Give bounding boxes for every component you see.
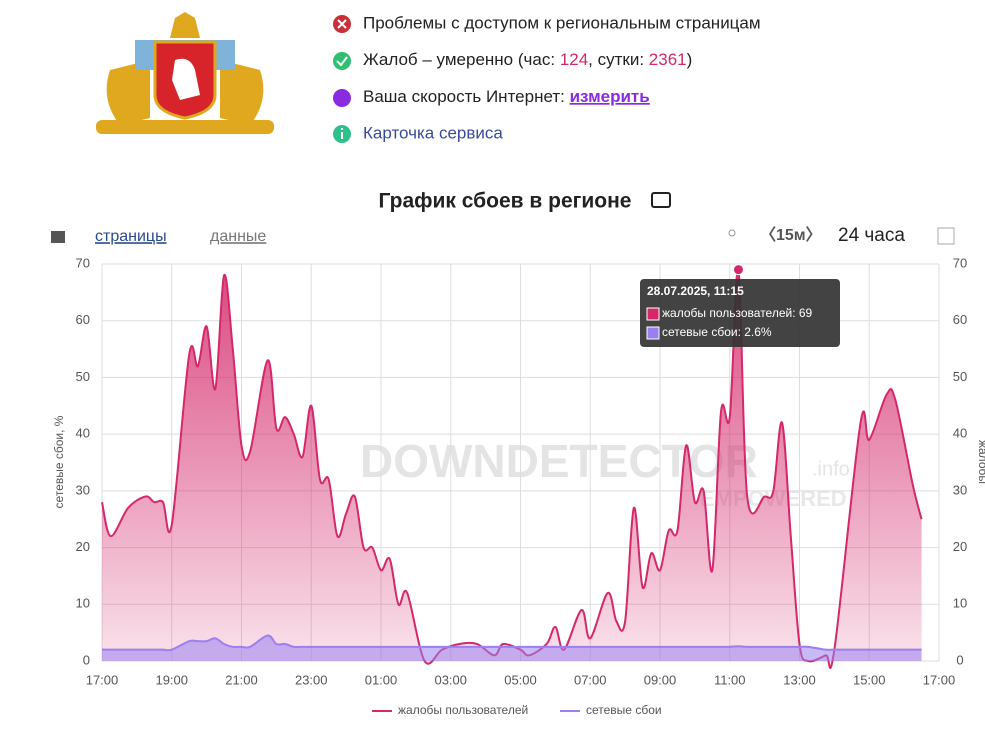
y2-tick-label: 10 — [953, 596, 967, 611]
y-tick-label: 70 — [76, 255, 90, 270]
tooltip-title: 28.07.2025, 11:15 — [647, 284, 744, 298]
x-tick-label: 15:00 — [853, 672, 886, 687]
x-tick-label: 17:00 — [86, 672, 119, 687]
calendar-icon[interactable] — [937, 227, 955, 245]
y2-axis-label: жалобы — [976, 440, 985, 484]
tooltip-swatch — [646, 326, 660, 340]
area — [102, 268, 922, 669]
y2-tick-label: 20 — [953, 539, 967, 554]
x-tick-label: 19:00 — [155, 672, 188, 687]
x-tick-label: 03:00 — [434, 672, 467, 687]
status-speed: Ваша скорость Интернет: измерить — [363, 87, 650, 106]
tooltip-line: сетевые сбои: 2.6% — [662, 325, 772, 339]
y-tick-label: 10 — [76, 596, 90, 611]
y-tick-label: 50 — [76, 369, 90, 384]
status-access: Проблемы с доступом к региональным стран… — [363, 13, 761, 32]
y-tick-label: 60 — [76, 312, 90, 327]
x-tick-label: 07:00 — [574, 672, 607, 687]
monitor-icon — [651, 192, 671, 208]
chart-title: График сбоев в регионе — [379, 190, 632, 213]
plot: 0 10 20 30 40 50 60 70 0 10 20 30 40 50 60 70 17:00 19:00… — [52, 255, 985, 717]
y2-tick-label: 60 — [953, 312, 967, 327]
status-complaints: Жалоб – умеренно (час: 124, сутки: 2361) — [363, 50, 692, 69]
y2-tick-label: 0 — [956, 652, 963, 667]
y2-tick-label: 30 — [953, 482, 967, 497]
coat-of-arms — [96, 12, 274, 134]
x-tick-label: 21:00 — [225, 672, 258, 687]
y-tick-label: 0 — [83, 652, 90, 667]
tooltip-line: жалобы пользователей: 69 — [662, 306, 813, 320]
y2-tick-label: 40 — [953, 426, 967, 441]
service-card-link[interactable]: Карточка сервиса — [363, 123, 503, 142]
camera-icon[interactable] — [51, 231, 65, 243]
area — [102, 635, 922, 661]
y-tick-label: 20 — [76, 539, 90, 554]
interval[interactable]: 〈15м〉 — [760, 226, 822, 244]
x-tick-label: 01:00 — [365, 672, 398, 687]
x-tick-label: 23:00 — [295, 672, 328, 687]
y-tick-label: 30 — [76, 482, 90, 497]
x-tick-label: 11:00 — [714, 672, 746, 687]
tooltip-swatch — [646, 307, 660, 321]
y2-tick-label: 50 — [953, 369, 967, 384]
hover-point — [732, 264, 744, 276]
x-tick-label: 05:00 — [504, 672, 537, 687]
user-icon[interactable] — [728, 229, 736, 237]
legend-label: сетевые сбои — [586, 703, 662, 717]
y2-tick-label: 70 — [953, 255, 967, 270]
y-tick-label: 40 — [76, 426, 90, 441]
status-icons — [333, 15, 351, 143]
legend-label: жалобы пользователей — [398, 703, 528, 717]
y-axis-label: сетевые сбои, % — [52, 415, 66, 508]
tab[interactable]: страницы — [95, 228, 167, 245]
watermark-text: .info — [812, 458, 850, 480]
x-tick-label: 17:00 — [923, 672, 956, 687]
range[interactable]: 24 часа — [838, 225, 905, 246]
speed-link[interactable]: измерить — [570, 87, 650, 106]
x-tick-label: 09:00 — [644, 672, 677, 687]
tab[interactable]: данные — [210, 228, 266, 245]
watermark-text: DOWNDETECTOR — [360, 435, 758, 487]
line — [101, 634, 922, 652]
x-tick-label: 13:00 — [783, 672, 816, 687]
tooltip — [640, 279, 840, 347]
